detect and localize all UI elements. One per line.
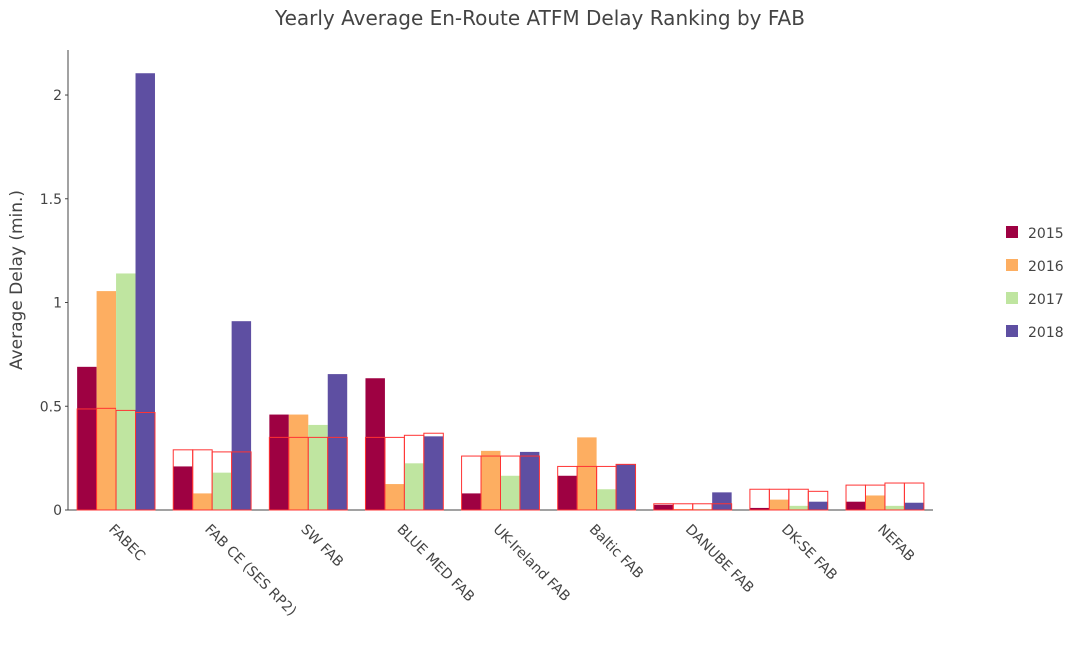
y-tick-label: 2: [53, 88, 62, 104]
target-bar: [423, 432, 444, 511]
legend-swatch: [1006, 259, 1018, 271]
x-tick-label: BLUE MED FAB: [394, 522, 478, 606]
y-tick-label: 1.5: [40, 192, 62, 208]
bar: [212, 472, 232, 510]
x-tick-label: Baltic FAB: [586, 522, 647, 583]
target-bar: [711, 503, 733, 511]
x-tick-label: NEFAB: [874, 522, 917, 565]
bar: [904, 502, 924, 510]
legend-label: 2018: [1028, 325, 1064, 341]
bar: [365, 378, 385, 510]
bar: [519, 451, 540, 510]
bar: [288, 414, 309, 510]
bar: [749, 507, 770, 510]
bar: [461, 493, 482, 510]
bar: [500, 475, 520, 510]
x-tick-label: SW FAB: [297, 522, 346, 571]
legend-label: 2017: [1028, 292, 1064, 308]
legend-swatch: [1006, 292, 1018, 304]
bar: [384, 484, 405, 510]
legend-swatch: [1006, 325, 1018, 337]
bar: [577, 437, 597, 510]
bar: [116, 273, 136, 510]
legend-swatch: [1006, 226, 1018, 238]
x-tick-label: FABEC: [105, 522, 148, 565]
bar: [404, 463, 424, 510]
bar: [884, 505, 905, 510]
target-bar: [807, 490, 829, 511]
bar: [192, 493, 213, 510]
y-tick-label: 1: [53, 296, 62, 312]
target-bar: [749, 488, 770, 511]
bar: [788, 505, 809, 510]
target-bar: [519, 455, 540, 511]
bar: [692, 508, 713, 510]
target-bar: [903, 482, 925, 511]
bar: [269, 414, 289, 510]
bar: [712, 492, 732, 510]
x-tick-label: FAB CE (SES RP2): [201, 522, 299, 620]
bar: [846, 501, 866, 510]
bar: [653, 504, 674, 510]
bar: [308, 424, 328, 510]
y-tick-label: 0.5: [40, 399, 62, 415]
chart-title: Yearly Average En-Route ATFM Delay Ranki…: [274, 6, 805, 30]
bar: [231, 321, 252, 510]
target-bar: [135, 411, 156, 511]
bar: [173, 466, 193, 510]
bar: [481, 450, 501, 510]
target-bar: [327, 436, 348, 511]
target-bar: [615, 463, 637, 511]
bar: [423, 436, 444, 510]
x-tick-label: DK-SE FAB: [778, 522, 840, 584]
legend-label: 2015: [1028, 226, 1064, 242]
bar: [327, 374, 348, 510]
bar: [769, 499, 789, 510]
x-tick-label: UK-Ireland FAB: [490, 522, 573, 605]
bar: [96, 291, 117, 510]
bar: [596, 489, 617, 510]
target-bar: [231, 451, 252, 511]
bar: [135, 73, 155, 510]
bar: [808, 501, 828, 510]
legend-label: 2016: [1028, 259, 1064, 275]
bar: [865, 495, 885, 510]
y-axis-title: Average Delay (min.): [7, 190, 27, 370]
bar: [616, 464, 636, 510]
bar: [77, 366, 97, 510]
bar: [673, 508, 693, 510]
x-tick-label: DANUBE FAB: [682, 522, 757, 597]
y-tick-label: 0: [53, 503, 62, 519]
bar: [557, 475, 578, 510]
